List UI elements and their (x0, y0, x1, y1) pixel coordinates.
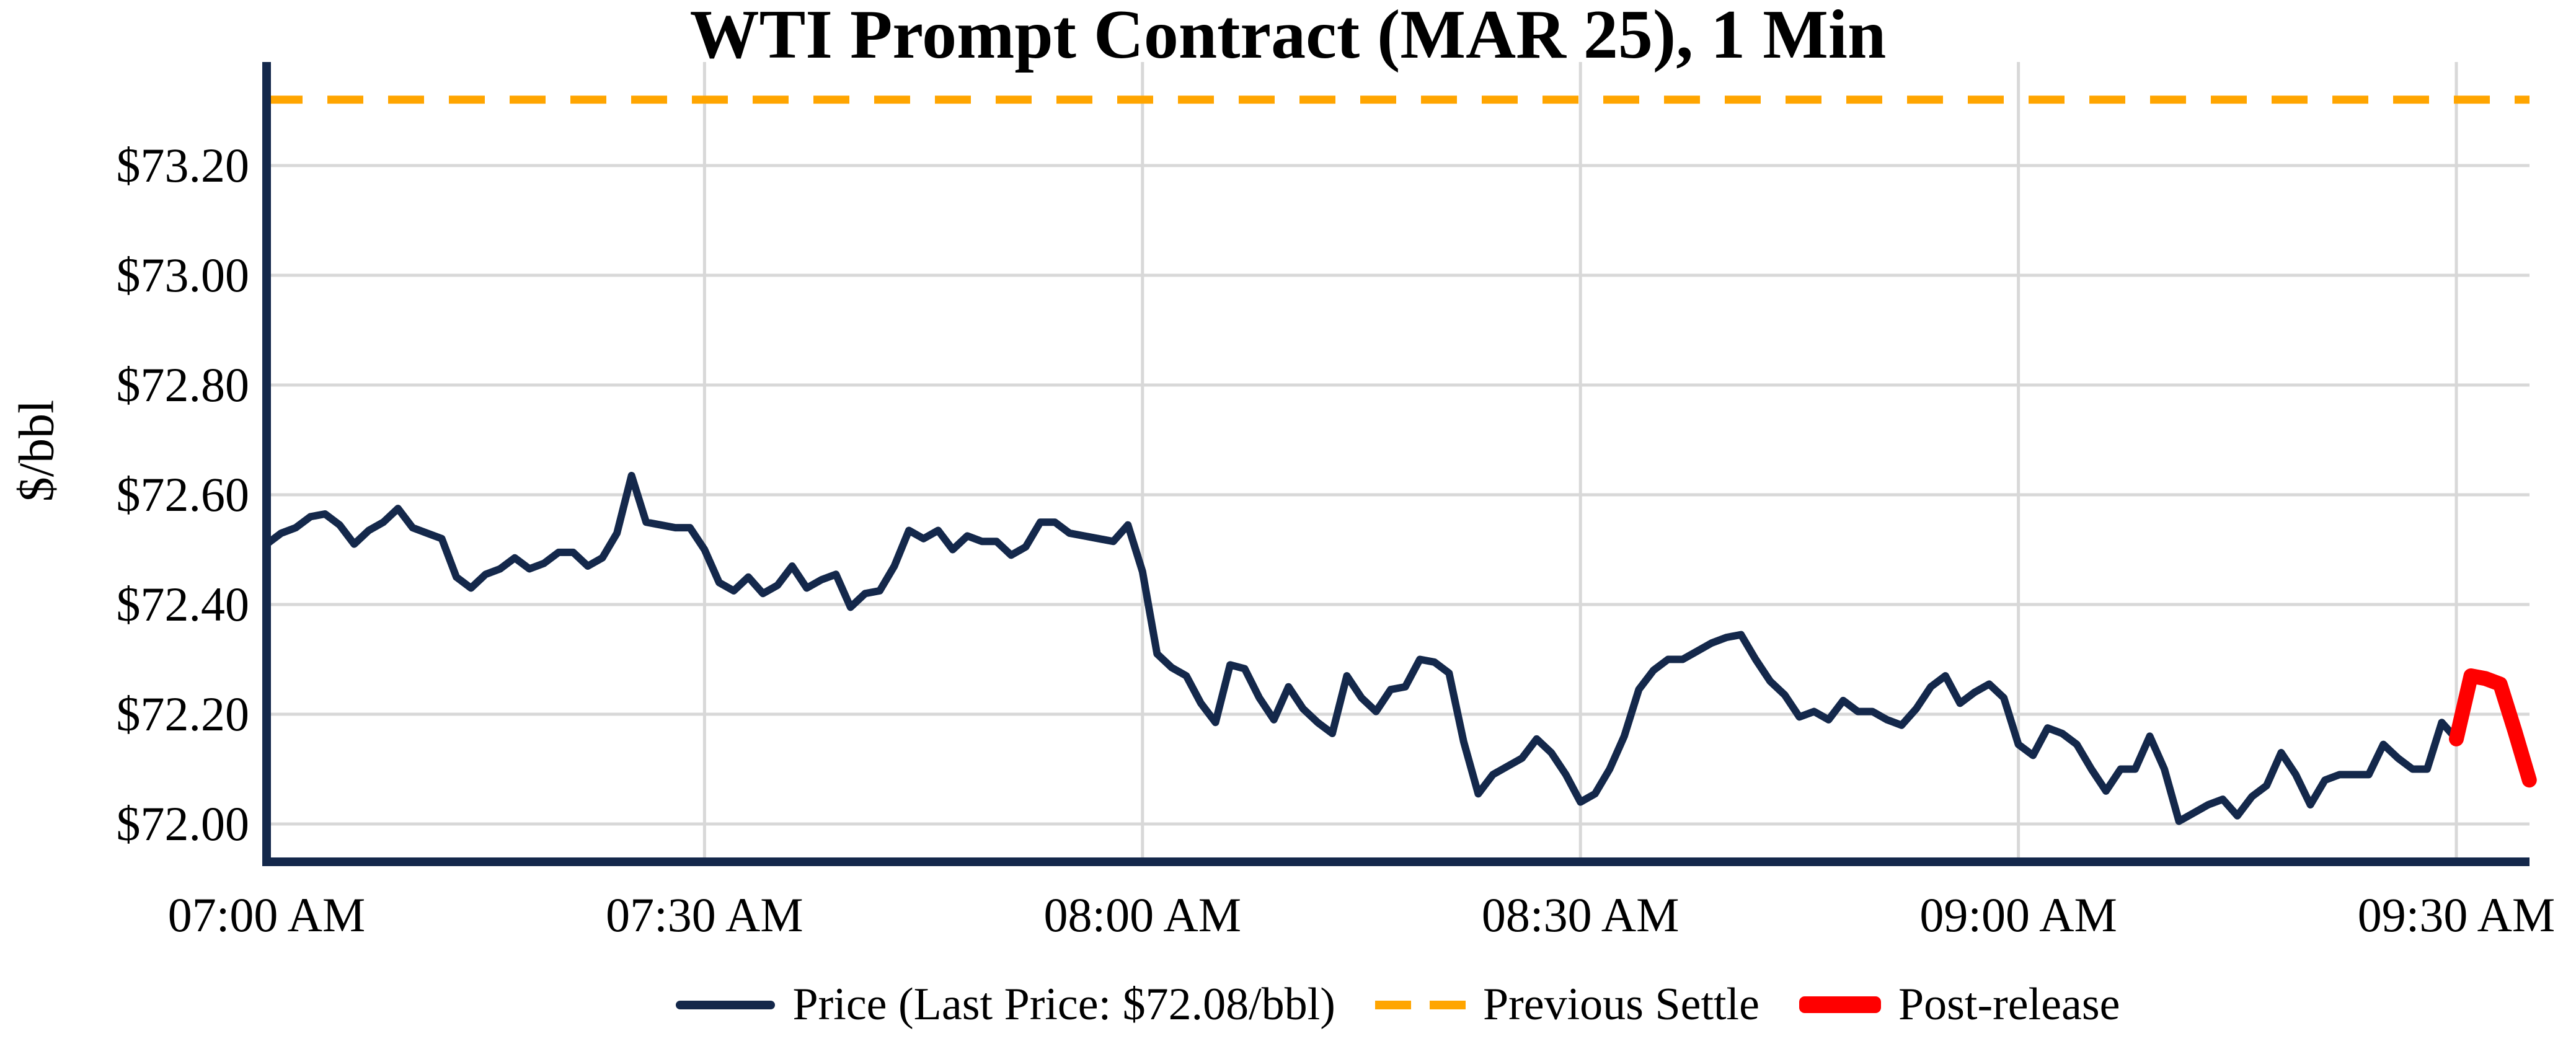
legend: Price (Last Price: $72.08/bbl) Previous … (267, 978, 2530, 1031)
y-tick-label: $72.20 (116, 687, 250, 741)
h-gridline (267, 712, 2530, 716)
v-gridline (1141, 62, 1144, 857)
legend-label-price: Price (Last Price: $72.08/bbl) (792, 979, 1335, 1030)
legend-label-post-release: Post-release (1898, 979, 2120, 1030)
h-gridline (267, 603, 2530, 606)
h-gridline (267, 164, 2530, 167)
price-line (263, 472, 2461, 825)
v-gridline (702, 62, 706, 857)
h-gridline (267, 383, 2530, 387)
y-tick-label: $73.20 (116, 138, 250, 192)
v-gridline (2017, 62, 2021, 857)
y-tick-label: $72.80 (116, 358, 250, 412)
x-tick-label: 09:30 AM (2357, 888, 2556, 942)
x-tick-label: 07:00 AM (167, 888, 366, 942)
legend-item-previous-settle: Previous Settle (1374, 978, 1759, 1031)
v-gridline (1578, 62, 1582, 857)
post-release-swatch (1799, 996, 1881, 1013)
y-tick-label: $72.40 (116, 577, 250, 631)
legend-label-previous-settle: Previous Settle (1482, 979, 1759, 1030)
x-axis-spine (262, 857, 2530, 866)
post-release-line (2449, 668, 2537, 788)
chart-title: WTI Prompt Contract (MAR 25), 1 Min (689, 0, 1887, 73)
h-gridline (267, 493, 2530, 497)
x-tick-label: 08:00 AM (1043, 888, 1242, 942)
h-gridline (267, 273, 2530, 277)
y-tick-label: $72.00 (116, 797, 250, 851)
previous-settle-swatch (1374, 1000, 1466, 1009)
price-line-swatch (676, 1000, 776, 1009)
y-axis-spine (262, 62, 271, 866)
x-tick-label: 07:30 AM (606, 888, 803, 942)
legend-item-post-release: Post-release (1799, 978, 2120, 1031)
h-gridline (267, 822, 2530, 826)
x-tick-label: 08:30 AM (1481, 888, 1680, 942)
x-tick-label: 09:00 AM (1919, 888, 2117, 942)
y-tick-label: $72.60 (116, 467, 250, 521)
v-gridline (2454, 62, 2458, 857)
y-tick-label: $73.00 (116, 248, 250, 302)
legend-item-price: Price (Last Price: $72.08/bbl) (676, 978, 1335, 1031)
